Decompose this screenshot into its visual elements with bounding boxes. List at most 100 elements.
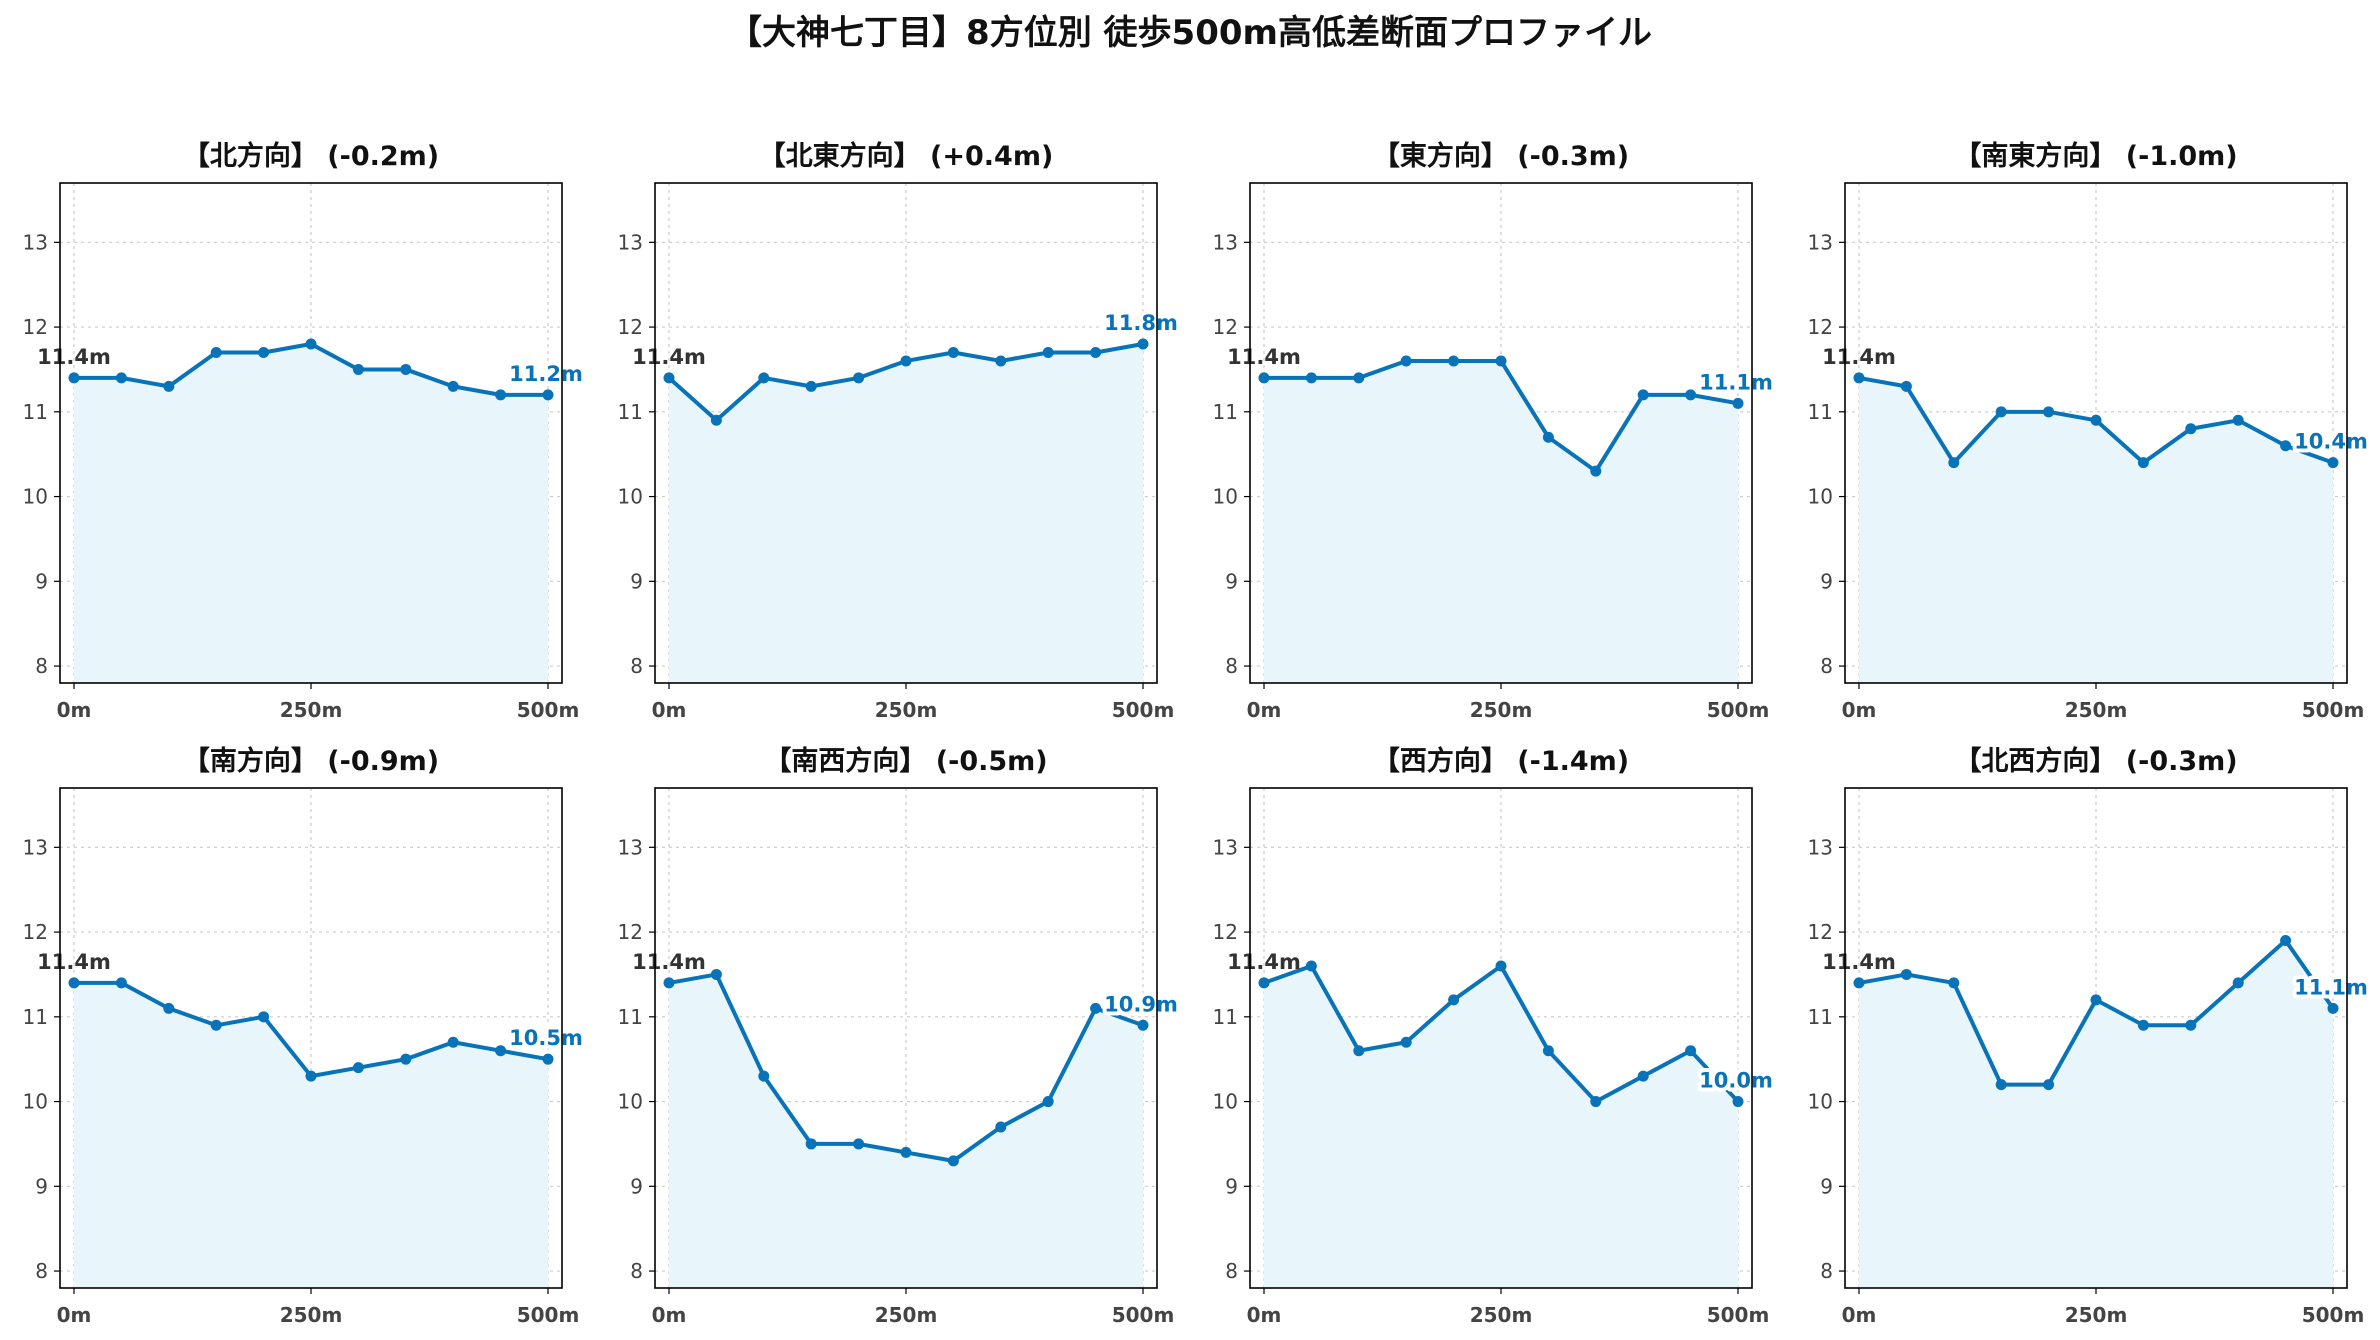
elevation-point — [1400, 355, 1412, 367]
y-tick-label: 9 — [1820, 569, 1833, 593]
plot-frame — [1249, 182, 1753, 684]
elevation-area — [1859, 940, 2333, 1288]
y-tick-label: 12 — [23, 315, 48, 339]
y-tick-label: 13 — [1213, 230, 1238, 254]
x-tick-label: 500m — [1112, 698, 1175, 722]
elevation-point — [115, 372, 127, 384]
y-tick-label: 9 — [630, 1174, 643, 1198]
y-tick-label: 10 — [23, 1090, 48, 1114]
subplot-1: 【北方向】 (-0.2m) 8 9 10 11 12 13 0m 250m 500m 11.4m 11… — [23, 140, 587, 722]
elevation-point — [1042, 346, 1054, 358]
y-tick-label: 11 — [1808, 1005, 1833, 1029]
y-tick-label: 8 — [35, 654, 48, 678]
elevation-point — [1137, 1019, 1149, 1031]
y-tick-label: 11 — [1213, 1005, 1238, 1029]
y-tick-label: 11 — [23, 400, 48, 424]
end-elevation-label-halo: 11.1m — [2294, 975, 2368, 999]
x-tick-label: 0m — [652, 698, 687, 722]
x-tick-label: 500m — [2302, 698, 2365, 722]
elevation-point — [1495, 355, 1507, 367]
start-elevation-label: 11.4m — [632, 345, 706, 369]
elevation-area — [74, 344, 548, 683]
elevation-point — [495, 389, 507, 401]
x-tick-label: 250m — [875, 698, 938, 722]
elevation-point — [1258, 977, 1270, 989]
elevation-point — [400, 1053, 412, 1065]
subplot-title: 【北東方向】 (+0.4m) — [759, 140, 1054, 172]
y-tick-label: 10 — [1213, 1090, 1238, 1114]
y-tick-label: 10 — [23, 485, 48, 509]
elevation-point — [1853, 977, 1865, 989]
subplot-title: 【東方向】 (-0.3m) — [1373, 140, 1629, 172]
elevation-point — [1353, 1045, 1365, 1057]
subplot-2: 【北東方向】 (+0.4m) 8 9 10 11 12 13 0m 250m 500m 11.4m 1… — [618, 140, 1182, 722]
x-tick-label: 0m — [652, 1303, 687, 1327]
end-elevation-label: 10.9m — [1104, 992, 1178, 1016]
elevation-point — [853, 1138, 865, 1150]
x-tick-label: 250m — [2065, 698, 2128, 722]
y-tick-label: 10 — [618, 485, 643, 509]
x-tick-label: 500m — [1707, 1303, 1770, 1327]
y-tick-label: 9 — [1225, 1174, 1238, 1198]
x-tick-label: 500m — [1112, 1303, 1175, 1327]
subplot-4: 【南東方向】 (-1.0m) 8 9 10 11 12 13 0m 250m 500m 11.4m 1… — [1808, 140, 2372, 722]
y-tick-label: 12 — [1213, 315, 1238, 339]
x-tick-label: 250m — [1470, 1303, 1533, 1327]
start-elevation-label: 11.4m — [37, 950, 111, 974]
y-tick-label: 11 — [23, 1005, 48, 1029]
y-tick-label: 8 — [630, 654, 643, 678]
end-elevation-label: 11.1m — [1699, 370, 1773, 394]
x-tick-label: 0m — [1842, 698, 1877, 722]
end-elevation-label-halo: 11.2m — [509, 362, 583, 386]
elevation-point — [1305, 372, 1317, 384]
x-tick-label: 500m — [517, 698, 580, 722]
y-tick-label: 12 — [1808, 920, 1833, 944]
y-tick-label: 8 — [1820, 654, 1833, 678]
elevation-point — [2232, 414, 2244, 426]
elevation-point — [2232, 977, 2244, 989]
y-tick-label: 13 — [1808, 230, 1833, 254]
subplot-grid: 【北方向】 (-0.2m) 8 9 10 11 12 13 0m 250m 500m 11.4m 11… — [23, 140, 2372, 1327]
x-tick-label: 250m — [1470, 698, 1533, 722]
elevation-point — [663, 372, 675, 384]
plot-frame — [654, 787, 1158, 1289]
elevation-point — [1853, 372, 1865, 384]
subplot-title: 【南西方向】 (-0.5m) — [764, 745, 1047, 777]
y-tick-label: 8 — [630, 1259, 643, 1283]
start-elevation-label: 11.4m — [1227, 345, 1301, 369]
elevation-point — [995, 355, 1007, 367]
y-tick-label: 13 — [23, 230, 48, 254]
y-tick-label: 11 — [618, 1005, 643, 1029]
elevation-point — [853, 372, 865, 384]
elevation-point — [1400, 1036, 1412, 1048]
start-elevation-label: 11.4m — [1822, 950, 1896, 974]
subplot-title: 【西方向】 (-1.4m) — [1373, 745, 1629, 777]
elevation-point — [2280, 935, 2292, 947]
elevation-point — [542, 1053, 554, 1065]
elevation-point — [2090, 414, 2102, 426]
x-tick-label: 0m — [1247, 698, 1282, 722]
y-tick-label: 12 — [1808, 315, 1833, 339]
elevation-point — [495, 1045, 507, 1057]
elevation-point — [805, 380, 817, 392]
plot-frame — [59, 787, 563, 1289]
elevation-point — [305, 338, 317, 350]
elevation-point — [163, 1002, 175, 1014]
elevation-point — [352, 1062, 364, 1074]
x-tick-label: 0m — [1247, 1303, 1282, 1327]
start-elevation-label: 11.4m — [1227, 950, 1301, 974]
y-tick-label: 11 — [1808, 400, 1833, 424]
elevation-point — [1542, 1045, 1554, 1057]
y-tick-label: 11 — [618, 400, 643, 424]
elevation-point — [1900, 380, 1912, 392]
elevation-point — [258, 1011, 270, 1023]
elevation-point — [1137, 338, 1149, 350]
elevation-point — [1948, 457, 1960, 469]
elevation-point — [758, 1070, 770, 1082]
plot-frame — [59, 182, 563, 684]
y-tick-label: 9 — [35, 569, 48, 593]
elevation-point — [1090, 346, 1102, 358]
elevation-point — [2185, 1019, 2197, 1031]
y-tick-label: 8 — [35, 1259, 48, 1283]
elevation-point — [2043, 1079, 2055, 1091]
